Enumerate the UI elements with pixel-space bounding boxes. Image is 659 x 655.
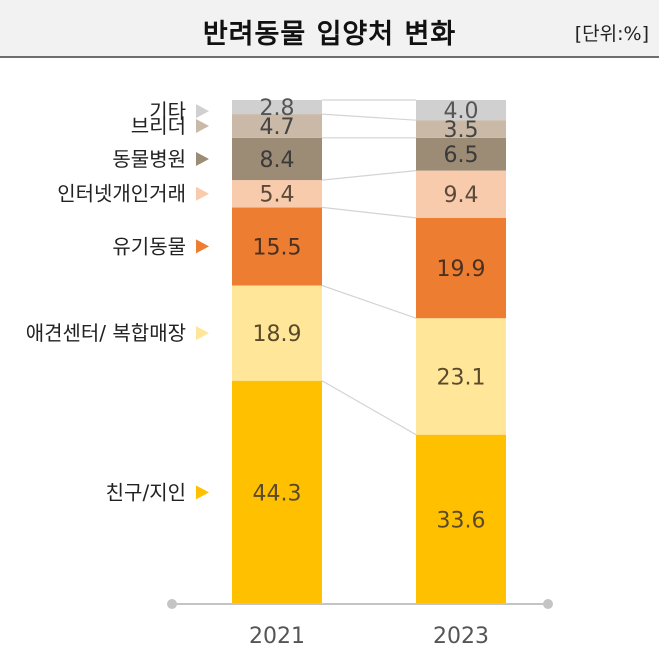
data-label-2021-5: 4.7 [260,115,295,140]
data-label-2021-4: 8.4 [260,148,295,173]
data-label-2021-6: 2.8 [260,96,295,121]
data-label-2023-2: 19.9 [437,257,486,282]
legend-arrow-4 [196,152,209,166]
bar-segment-2021-3 [232,180,322,208]
legend-arrow-3 [196,186,209,201]
bar-segment-2021-5 [232,114,322,138]
bar-segment-2023-3 [416,170,506,218]
bar-segment-2021-1 [232,285,322,381]
legend-label-3: 인터넷개인거래 [57,182,186,206]
bar-segment-2023-4 [416,137,506,171]
bar-segment-2023-0 [416,434,506,604]
connector-line-3 [321,170,417,181]
chart-title: 반려동물 입양처 변화 [202,19,457,50]
x-axis-right-dot [543,599,553,609]
legend-arrow-6 [196,104,209,119]
legend-label-4: 동물병원 [112,147,186,171]
chart-header: 반려동물 입양처 변화 [단위:%] [0,0,659,58]
x-tick-label-2021: 2021 [249,624,305,649]
legend-label-2: 유기동물 [112,234,186,258]
connector-line-2 [321,206,417,219]
bar-segment-2023-2 [416,217,506,319]
data-label-2021-1: 18.9 [253,322,302,347]
legend-label-0: 친구/지인 [106,480,186,504]
bar-segment-2021-6 [232,100,322,115]
bar-segment-2021-4 [232,137,322,181]
legend-arrow-0 [196,485,209,500]
bar-segment-2021-2 [232,207,322,286]
bar-segment-2023-5 [416,120,506,138]
data-label-2023-0: 33.6 [437,508,486,533]
legend-arrow-1 [196,326,209,341]
data-label-2023-6: 4.0 [444,99,479,124]
data-label-2021-2: 15.5 [253,235,302,260]
legend-arrow-2 [196,239,209,254]
data-label-2021-3: 5.4 [260,183,295,208]
bar-segment-2023-1 [416,318,506,435]
bar-segment-2023-6 [416,100,506,121]
connector-line-5 [321,113,417,121]
legend-label-1: 애견센터/ 복합매장 [26,321,186,345]
data-label-2023-4: 6.5 [444,143,479,168]
x-axis-left-dot [167,599,177,609]
unit-label: [단위:%] [574,23,649,45]
connector-line-1 [321,284,417,319]
data-label-2021-0: 44.3 [253,481,302,506]
x-tick-label-2023: 2023 [433,624,489,649]
legend-label-5: 브리더 [131,114,186,138]
data-label-2023-5: 3.5 [444,118,479,143]
connector-line-0 [321,380,417,436]
legend-label-6: 기타 [149,99,186,123]
legend-arrow-5 [196,119,209,133]
data-label-2023-3: 9.4 [444,183,479,208]
bar-segment-2021-0 [232,380,322,604]
data-label-2023-1: 23.1 [437,365,486,390]
